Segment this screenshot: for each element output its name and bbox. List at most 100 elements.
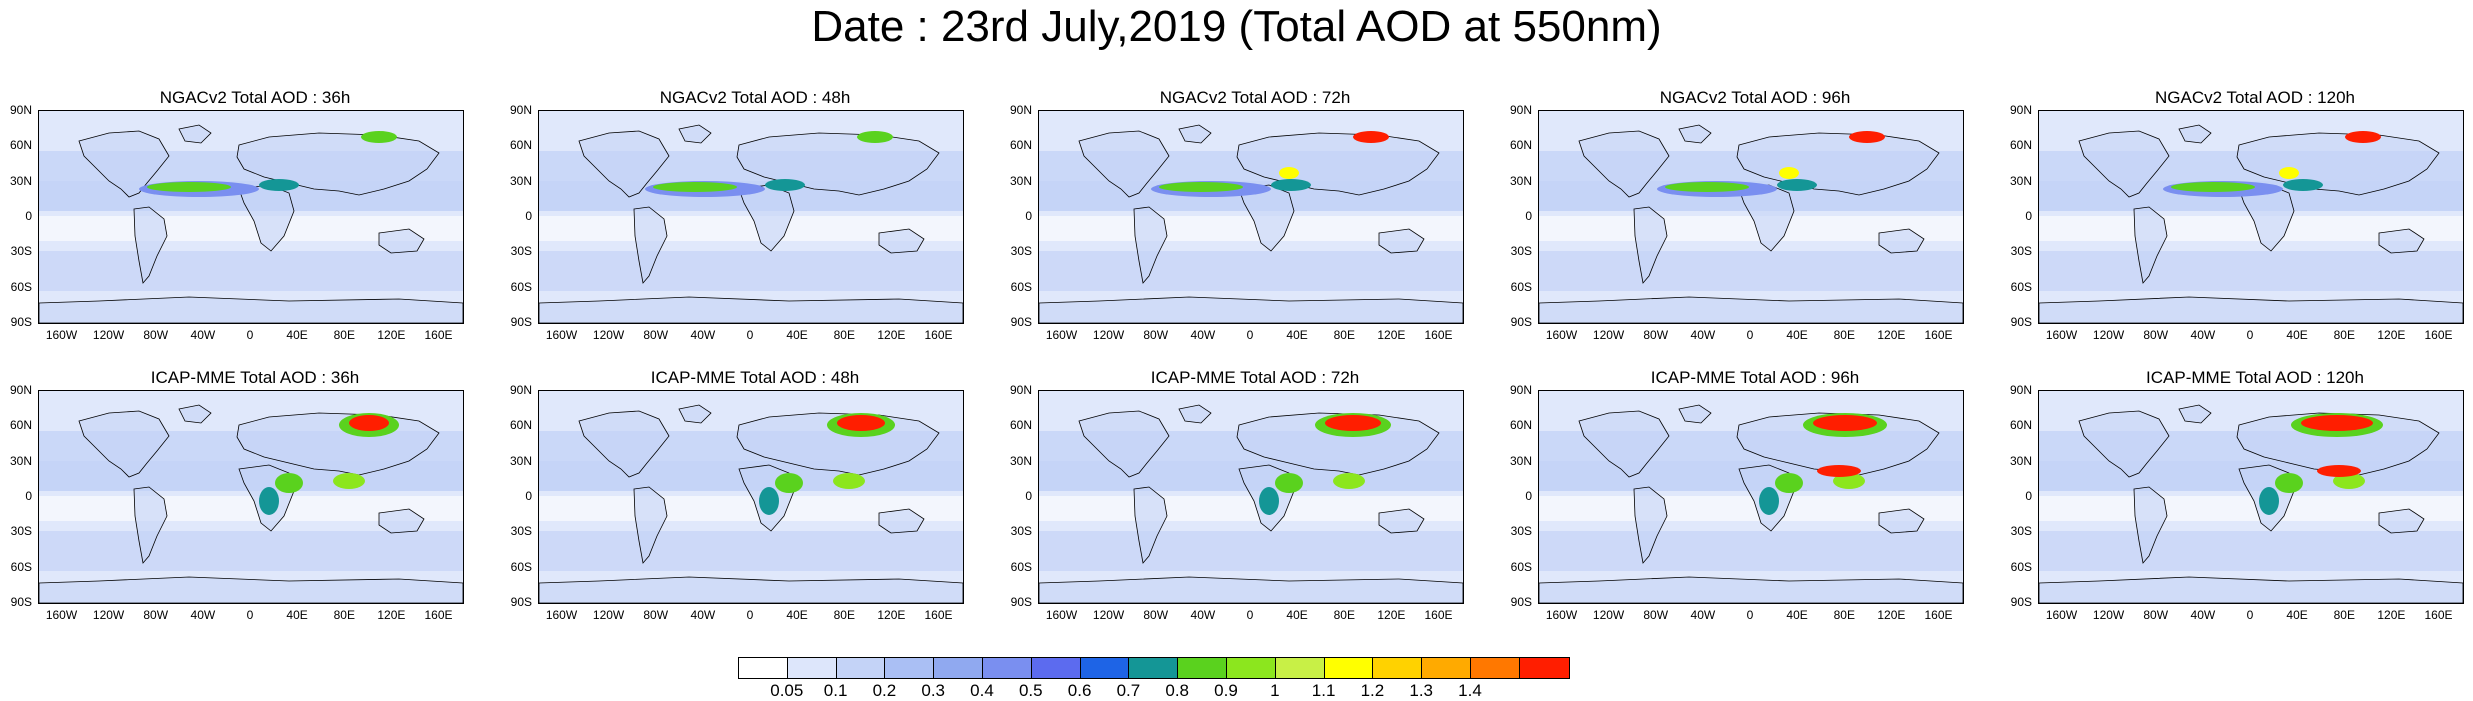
lat-tick-label: 90N <box>9 383 32 397</box>
lon-tick-label: 160E <box>1424 328 1453 342</box>
lat-tick-label: 60N <box>509 418 532 433</box>
lat-tick-label: 60S <box>1010 559 1032 574</box>
lon-tick-label: 0 <box>2246 328 2254 342</box>
colorbar-swatch <box>787 658 837 678</box>
lon-tick-label: 40E <box>286 608 308 622</box>
lon-tick-label: 40W <box>2190 328 2216 342</box>
lat-tick-label: 90S <box>10 595 32 609</box>
lon-tick-label: 0 <box>246 328 254 342</box>
continent-outline <box>1678 404 1712 424</box>
lon-tick-label: 120E <box>377 328 406 342</box>
colorbar-tick-label: 0.7 <box>1116 681 1141 700</box>
continent-outline <box>2039 576 2463 603</box>
map-panel: ICAP-MME Total AOD : 36h 90N 60N 30N 0 30S 60S… <box>0 368 470 622</box>
lat-tick-label: 90N <box>9 103 32 117</box>
continent-outline <box>2178 404 2212 424</box>
lat-tick-label: 90N <box>1509 103 1532 117</box>
lon-tick-label: 80W <box>1643 608 1669 622</box>
continent-outline <box>2133 206 2168 284</box>
colorbar-swatch <box>1422 658 1471 678</box>
lon-tick-label: 120W <box>592 328 625 342</box>
aod-field <box>539 111 963 323</box>
lat-tick-label: 60S <box>2010 559 2032 574</box>
lat-tick-label: 90N <box>1509 383 1532 397</box>
lon-tick-label: 80W <box>643 608 669 622</box>
lon-tick-label: 120E <box>877 328 906 342</box>
continent-outline <box>133 486 168 564</box>
lat-tick-label: 90S <box>1010 315 1032 329</box>
lon-tick-label: 80E <box>2333 608 2355 622</box>
lat-tick-label: 0 <box>1525 209 1532 223</box>
lat-tick-label: 30N <box>2009 173 2032 188</box>
lon-tick-label: 120E <box>1877 328 1906 342</box>
colorbar-tick-label: 0.4 <box>970 681 994 700</box>
lat-tick-label: 90S <box>10 315 32 329</box>
aod-field <box>1039 391 1463 603</box>
lat-tick-label: 30S <box>1510 244 1532 259</box>
lat-tick-label: 30S <box>10 524 32 539</box>
aod-map <box>538 390 964 604</box>
lat-tick-label: 60S <box>510 279 532 294</box>
colorbar-swatch <box>1226 658 1276 678</box>
lon-tick-label: 0 <box>746 328 754 342</box>
lat-tick-label: 90N <box>2009 103 2032 117</box>
continent-outline <box>39 576 463 603</box>
continent-outline <box>2078 130 2170 198</box>
lon-tick-label: 80E <box>1333 328 1355 342</box>
figure-title: Date : 23rd July,2019 (Total AOD at 550n… <box>811 2 1662 51</box>
lat-tick-label: 30S <box>2010 524 2032 539</box>
lat-tick-label: 0 <box>1025 209 1032 223</box>
continent-outline <box>1133 206 1168 284</box>
continent-outline <box>539 576 963 603</box>
lat-tick-label: 60N <box>1009 418 1032 433</box>
aod-field <box>2039 111 2463 323</box>
colorbar-swatch <box>836 658 886 678</box>
continent-outline <box>1133 486 1168 564</box>
aod-map <box>38 110 464 324</box>
colorbar-tick-label: 1.3 <box>1409 681 1433 700</box>
lon-tick-label: 160E <box>2424 328 2453 342</box>
continent-outline <box>2178 124 2212 144</box>
lon-tick-label: 120W <box>2092 608 2125 622</box>
continent-outline <box>2236 412 2440 476</box>
lon-tick-label: 40E <box>2286 608 2308 622</box>
lon-tick-label: 80E <box>2333 328 2355 342</box>
lon-tick-label: 160W <box>2045 328 2078 342</box>
colorbar-swatch <box>1519 658 1569 678</box>
map-panel: ICAP-MME Total AOD : 120h 90N 60N 30N 0 30S 60… <box>2000 368 2470 622</box>
continent-outline <box>2078 410 2170 478</box>
continent-outline <box>1578 130 1670 198</box>
lon-tick-label: 160E <box>1924 608 1953 622</box>
continent-outline <box>1633 486 1668 564</box>
colorbar-tick-label: 1.2 <box>1360 681 1385 700</box>
panel-title: NGACv2 Total AOD : 120h <box>2154 88 2355 107</box>
continent-outline <box>39 296 463 323</box>
lat-tick-label: 60N <box>1009 138 1032 153</box>
continent-outline <box>1578 410 1670 478</box>
colorbar-tick-label: 0.05 <box>770 681 804 700</box>
panel-title: ICAP-MME Total AOD : 96h <box>1650 368 1860 387</box>
lon-tick-label: 40E <box>286 328 308 342</box>
continent-outline <box>2378 508 2425 534</box>
lat-tick-label: 0 <box>525 489 532 503</box>
continent-outline <box>633 206 668 284</box>
lon-tick-label: 120E <box>1377 608 1406 622</box>
lon-tick-label: 120W <box>92 608 125 622</box>
lon-tick-label: 40W <box>1190 328 1216 342</box>
continent-outline <box>578 410 670 478</box>
lat-tick-label: 30N <box>1509 173 1532 188</box>
continent-outline <box>1378 508 1425 534</box>
panel-title: ICAP-MME Total AOD : 36h <box>150 368 360 387</box>
lat-tick-label: 0 <box>525 209 532 223</box>
lon-tick-label: 0 <box>1246 328 1254 342</box>
lon-tick-label: 40E <box>1786 608 1808 622</box>
aod-map <box>1038 390 1464 604</box>
aod-field <box>539 391 963 603</box>
continent-outline <box>236 132 440 196</box>
continent-outline <box>178 404 212 424</box>
lon-tick-label: 40E <box>786 608 808 622</box>
lat-tick-label: 60N <box>2009 138 2032 153</box>
lat-tick-label: 30S <box>2010 244 2032 259</box>
lon-tick-label: 160W <box>1045 328 1078 342</box>
lon-tick-label: 80W <box>143 328 169 342</box>
